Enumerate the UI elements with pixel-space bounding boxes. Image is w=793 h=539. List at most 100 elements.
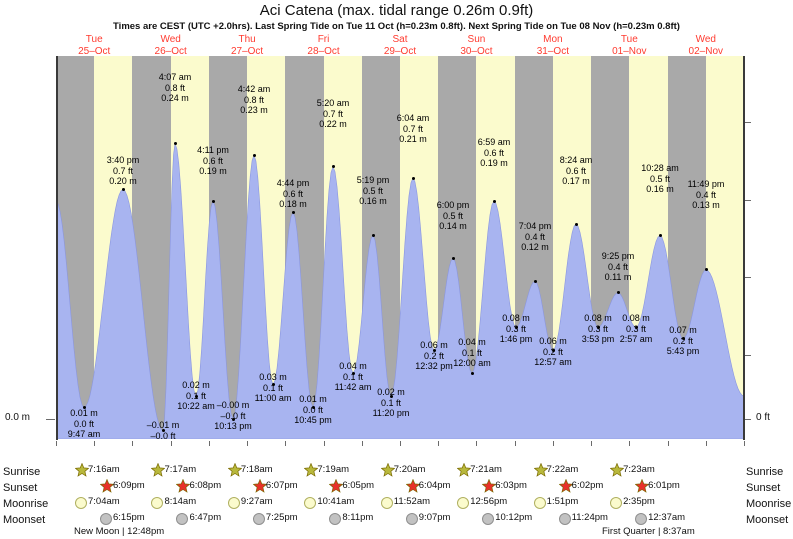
moonset-time: 9:07pm <box>418 512 451 523</box>
x-tick-2 <box>132 441 134 446</box>
sunrise-star-icon <box>304 463 319 477</box>
sunrise-star-icon <box>457 463 472 477</box>
sunrise-star-icon <box>533 463 548 477</box>
day-header-7: Tue 01–Nov <box>571 34 687 58</box>
tide-extreme-point <box>452 256 455 260</box>
tide-height-m: 0.16 m <box>646 184 674 194</box>
x-tick-9 <box>400 441 401 446</box>
sunrise-time: 7:18am <box>240 464 273 475</box>
tide-time: 5:19 pm <box>356 175 390 185</box>
tide-time: 4:11 pm <box>197 145 229 155</box>
tide-height-ft: 0.7 ft <box>112 165 133 176</box>
moonrise-icon <box>457 497 470 509</box>
day-header-3: Fri 28–Oct <box>265 34 381 58</box>
day-header-date: 25–Oct <box>78 46 111 57</box>
moonrise-icon <box>380 497 393 509</box>
sunrise-time: 7:17am <box>164 464 197 475</box>
tide-height-m: 0.01 m <box>299 394 327 404</box>
x-tick-8 <box>361 441 363 446</box>
high-tide-label: 3:40 pm 0.7 ft 0.20 m <box>85 155 161 187</box>
high-tide-label: 4:42 am 0.8 ft 0.23 m <box>216 84 292 116</box>
tide-extreme-point <box>659 233 662 237</box>
tide-time: 9:25 pm <box>601 251 635 261</box>
tide-time: 11:00 am <box>254 393 292 403</box>
moonrise-time: 8:14am <box>164 496 197 507</box>
moonset-icon <box>329 513 342 525</box>
high-tide-label: 4:44 pm 0.6 ft 0.18 m <box>255 178 331 210</box>
high-tide-label: 9:25 pm 0.4 ft 0.11 m <box>580 251 656 283</box>
subtitle: Times are CEST (UTC +2.0hrs). Last Sprin… <box>113 21 680 32</box>
day-header-dow: Wed <box>160 34 181 45</box>
row-label-sunrise-right: Sunrise <box>746 466 784 478</box>
tide-height-m: 0.18 m <box>279 199 307 209</box>
moonset-time: 6:47pm <box>189 512 222 523</box>
day-header-6: Mon 31–Oct <box>495 34 611 58</box>
day-header-1: Wed 26–Oct <box>112 34 228 58</box>
moonset-icon <box>176 513 189 525</box>
tide-height-m: 0.08 m <box>622 313 650 323</box>
tide-height-m: 0.17 m <box>562 176 590 186</box>
tide-time: 6:59 am <box>477 137 511 147</box>
sunset-star-icon <box>252 479 267 493</box>
tide-time: 8:24 am <box>559 155 593 165</box>
moonrise-icon <box>610 497 623 509</box>
sunset-star-icon <box>329 479 344 493</box>
day-header-dow: Wed <box>695 34 716 45</box>
tide-height-ft: 0.8 ft <box>164 82 185 93</box>
right-axis-tick-4 <box>745 419 751 420</box>
low-tide-label: 0.02 m 0.1 ft 11:20 pm <box>353 387 429 419</box>
row-label-moonset-right: Moonset <box>746 514 789 526</box>
day-header-date: 01–Nov <box>612 46 647 57</box>
high-tide-label: 5:19 pm 0.5 ft 0.16 m <box>335 175 411 207</box>
x-tick-0 <box>56 441 57 446</box>
sunrise-star-icon <box>75 463 89 477</box>
low-tide-label: 0.01 m 0.0 ft 10:45 pm <box>275 394 351 426</box>
tide-extreme-point <box>471 371 474 375</box>
tide-height-m: 0.21 m <box>399 134 427 144</box>
tide-time: 10:28 am <box>641 163 679 173</box>
tide-height-m: 0.03 m <box>259 372 287 382</box>
sunset-time: 6:08pm <box>189 480 222 491</box>
x-tick-17 <box>705 441 707 446</box>
tide-extreme-point <box>390 394 393 398</box>
tide-time: 12:32 pm <box>415 361 453 371</box>
row-label-moonset-left: Moonset <box>3 514 46 526</box>
moon-phase-time: | 8:37am <box>655 526 695 537</box>
row-label-moonrise-right: Moonrise <box>746 498 792 510</box>
moonset-icon <box>482 513 495 525</box>
tide-height-ft: 0.5 ft <box>442 210 463 221</box>
tide-extreme-point <box>212 199 215 203</box>
sunset-time: 6:09pm <box>113 480 145 491</box>
high-tide-label: 7:04 pm 0.4 ft 0.12 m <box>497 221 573 253</box>
day-header-dow: Thu <box>238 34 256 45</box>
sunrise-star-icon <box>380 463 395 477</box>
y-axis-left <box>56 56 58 440</box>
moonset-time: 12:37am <box>648 512 686 523</box>
moonrise-time: 7:04am <box>88 496 120 507</box>
tide-height-ft: 0.2 ft <box>672 335 693 346</box>
tide-height-m: 0.14 m <box>439 221 467 231</box>
low-tide-label: –0.01 m–0.0 ft9:44 pm <box>125 420 201 439</box>
sunrise-star-icon <box>610 463 625 477</box>
tide-time: 5:43 pm <box>666 346 700 356</box>
tide-height-ft: 0.1 ft <box>262 382 283 393</box>
tide-height-m: 0.02 m <box>377 387 405 397</box>
tide-time: 4:42 am <box>237 84 271 94</box>
moon-phase-name: First Quarter <box>602 526 656 537</box>
tide-time: 9:47 am <box>67 429 101 439</box>
row-label-moonrise-left: Moonrise <box>3 498 49 510</box>
day-header-5: Sun 30–Oct <box>418 34 534 58</box>
sunset-star-icon <box>635 479 650 493</box>
day-header-dow: Sat <box>392 34 408 45</box>
moonset-icon <box>405 513 418 525</box>
tide-extreme-point <box>162 428 165 432</box>
tide-height-m: 0.13 m <box>692 200 720 210</box>
tide-time: 4:44 pm <box>276 178 310 188</box>
sunrise-time: 7:22am <box>546 464 579 475</box>
x-tick-3 <box>170 441 172 446</box>
high-tide-label: 8:24 am 0.6 ft 0.17 m <box>538 155 614 187</box>
right-axis-tick-1 <box>745 200 751 201</box>
tide-height-m: 0.11 m <box>604 272 632 282</box>
tide-time: 3:53 pm <box>581 334 615 344</box>
left-zero-tick <box>46 419 55 420</box>
